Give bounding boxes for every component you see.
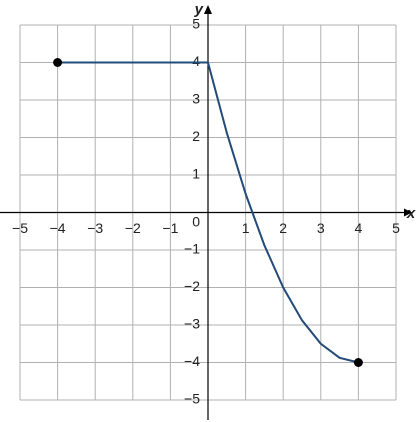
x-tick-label: −5 bbox=[12, 220, 28, 236]
x-tick-label: −2 bbox=[125, 220, 141, 236]
x-tick-label: 2 bbox=[279, 220, 287, 236]
x-tick-label: 3 bbox=[317, 220, 325, 236]
x-tick-label: 4 bbox=[355, 220, 363, 236]
function-line bbox=[57, 61, 359, 364]
x-tick-label: 5 bbox=[392, 220, 400, 236]
x-tick-label: −1 bbox=[162, 220, 178, 236]
y-tick-label: 5 bbox=[192, 16, 200, 32]
x-tick-label: −3 bbox=[87, 220, 103, 236]
y-tick-label: −4 bbox=[184, 353, 200, 369]
y-tick-label: −3 bbox=[184, 316, 200, 332]
y-tick-label: 3 bbox=[192, 91, 200, 107]
endpoint bbox=[353, 358, 363, 367]
y-tick-label: 2 bbox=[192, 128, 200, 144]
x-axis-arrow bbox=[404, 208, 412, 217]
origin-label: 0 bbox=[192, 214, 200, 230]
endpoint bbox=[53, 58, 63, 67]
x-tick-label: 1 bbox=[242, 220, 250, 236]
y-tick-label: −2 bbox=[184, 278, 200, 294]
y-tick-label: 1 bbox=[192, 166, 200, 182]
x-axis-label: x bbox=[406, 205, 416, 222]
x-tick-label: −4 bbox=[50, 220, 66, 236]
y-tick-label: 4 bbox=[192, 53, 200, 69]
y-tick-label: −1 bbox=[184, 241, 200, 257]
y-tick-label: −5 bbox=[184, 391, 200, 407]
y-axis-label: y bbox=[194, 1, 204, 18]
y-axis-arrow bbox=[204, 5, 212, 14]
